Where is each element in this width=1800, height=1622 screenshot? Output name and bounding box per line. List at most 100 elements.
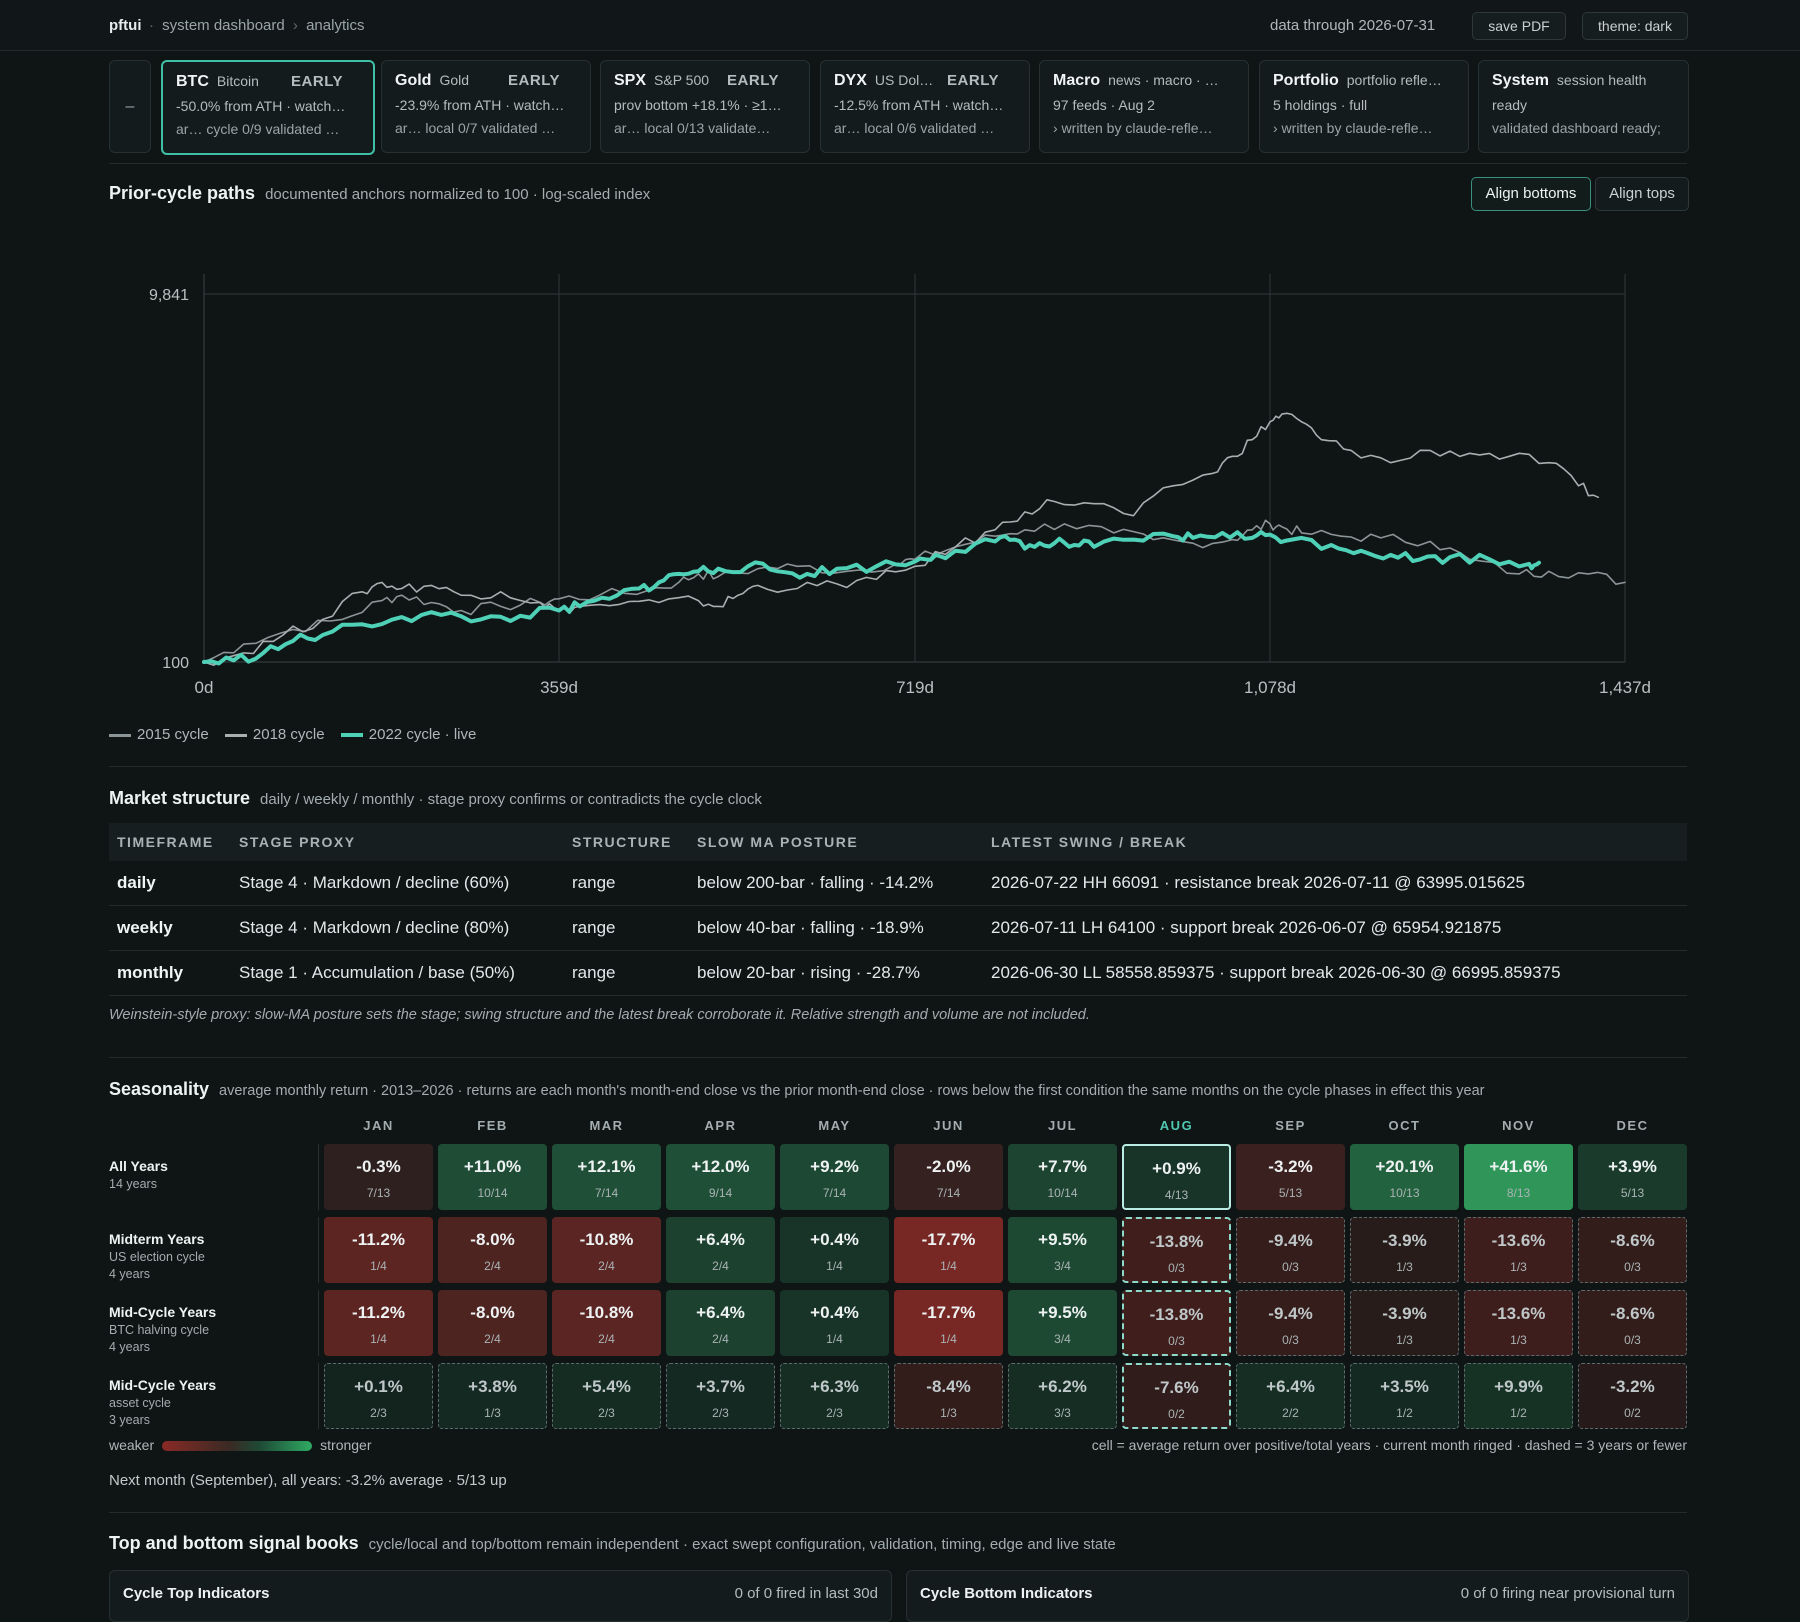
cell-positive-count: 1/3 xyxy=(1396,1260,1413,1274)
cell-positive-count: 3/4 xyxy=(1054,1332,1071,1346)
cell-positive-count: 0/3 xyxy=(1282,1333,1299,1347)
seasonality-cell-sep[interactable]: -9.4% 0/3 xyxy=(1236,1290,1345,1356)
seasonality-cell-may[interactable]: +0.4% 1/4 xyxy=(780,1217,889,1283)
asset-card-spx[interactable]: SPX S&P 500 EARLY prov bottom +18.1% · ≥1… a… xyxy=(600,60,810,153)
seasonality-cell-dec[interactable]: +3.9% 5/13 xyxy=(1578,1144,1687,1210)
align-tops-toggle[interactable]: Align tops xyxy=(1595,177,1689,211)
theme-toggle-button[interactable]: theme: dark xyxy=(1582,12,1688,40)
breadcrumb: · system dashboard › analytics xyxy=(149,17,368,34)
card-code: Gold xyxy=(395,72,432,89)
seasonality-cell-apr[interactable]: +6.4% 2/4 xyxy=(666,1290,775,1356)
asset-card-btc[interactable]: BTC Bitcoin EARLY -50.0% from ATH · watch… a… xyxy=(161,60,375,155)
cell-return: +0.9% xyxy=(1152,1159,1201,1178)
seasonality-cell-jul[interactable]: +9.5% 3/4 xyxy=(1008,1217,1117,1283)
asset-card-macro[interactable]: Macro news · macro · … 97 feeds · Aug 2 › w… xyxy=(1039,60,1249,153)
seasonality-cell-may[interactable]: +9.2% 7/14 xyxy=(780,1144,889,1210)
cell-positive-count: 0/3 xyxy=(1168,1261,1185,1275)
seasonality-cell-nov[interactable]: +41.6% 8/13 xyxy=(1464,1144,1573,1210)
seasonality-cell-may[interactable]: +6.3% 2/3 xyxy=(780,1363,889,1429)
seasonality-cell-oct[interactable]: -3.9% 1/3 xyxy=(1350,1290,1459,1356)
seasonality-cell-aug[interactable]: -13.8% 0/3 xyxy=(1122,1290,1231,1356)
seasonality-cell-feb[interactable]: -8.0% 2/4 xyxy=(438,1290,547,1356)
card-name: news · macro · … xyxy=(1108,72,1219,88)
seasonality-cell-nov[interactable]: -13.6% 1/3 xyxy=(1464,1217,1573,1283)
breadcrumb-section[interactable]: system dashboard xyxy=(162,17,285,34)
seasonality-title: Seasonality xyxy=(109,1079,210,1099)
seasonality-cell-jan[interactable]: -11.2% 1/4 xyxy=(324,1290,433,1356)
seasonality-cell-mar[interactable]: -10.8% 2/4 xyxy=(552,1217,661,1283)
cell-positive-count: 10/14 xyxy=(477,1186,508,1200)
cell-positive-count: 10/14 xyxy=(1047,1186,1078,1200)
brand-name[interactable]: pftui xyxy=(109,17,142,34)
cell-positive-count: 7/14 xyxy=(594,1186,619,1200)
seasonality-cell-dec[interactable]: -8.6% 0/3 xyxy=(1578,1217,1687,1283)
cell-return: +3.8% xyxy=(468,1377,517,1396)
seasonality-cell-sep[interactable]: -3.2% 5/13 xyxy=(1236,1144,1345,1210)
asset-card-gold[interactable]: Gold Gold EARLY -23.9% from ATH · watch… ar…… xyxy=(381,60,591,153)
cell-return: -17.7% xyxy=(921,1303,976,1322)
seasonality-cell-jan[interactable]: -11.2% 1/4 xyxy=(324,1217,433,1283)
seasonality-cell-jun[interactable]: -17.7% 1/4 xyxy=(894,1290,1003,1356)
cell-positive-count: 1/3 xyxy=(1396,1333,1413,1347)
seasonality-cell-aug[interactable]: +0.9% 4/13 xyxy=(1122,1144,1231,1210)
seasonality-scale: weaker stronger xyxy=(109,1437,372,1453)
card-line-3: › written by claude-refle… xyxy=(1273,120,1433,136)
card-line-2: 97 feeds · Aug 2 xyxy=(1053,97,1155,113)
seasonality-cell-mar[interactable]: -10.8% 2/4 xyxy=(552,1290,661,1356)
cell-return: +3.9% xyxy=(1608,1157,1657,1176)
seasonality-cell-aug[interactable]: -7.6% 0/2 xyxy=(1122,1363,1231,1429)
seasonality-cell-oct[interactable]: -3.9% 1/3 xyxy=(1350,1217,1459,1283)
cell-positive-count: 0/3 xyxy=(1624,1333,1641,1347)
collapse-cards-button[interactable]: – xyxy=(109,60,151,153)
cell-return: -9.4% xyxy=(1268,1304,1313,1323)
seasonality-cell-may[interactable]: +0.4% 1/4 xyxy=(780,1290,889,1356)
card-line-3: ar… local 0/7 validated … xyxy=(395,120,556,136)
cell-return: -11.2% xyxy=(352,1303,405,1322)
card-code: Portfolio xyxy=(1273,72,1339,89)
cell-positive-count: 9/14 xyxy=(708,1186,733,1200)
seasonality-cell-nov[interactable]: -13.6% 1/3 xyxy=(1464,1290,1573,1356)
seasonality-cell-jul[interactable]: +6.2% 3/3 xyxy=(1008,1363,1117,1429)
seasonality-cell-feb[interactable]: -8.0% 2/4 xyxy=(438,1217,547,1283)
save-pdf-button[interactable]: save PDF xyxy=(1472,12,1566,40)
seasonality-cell-oct[interactable]: +3.5% 1/2 xyxy=(1350,1363,1459,1429)
seasonality-cell-jul[interactable]: +7.7% 10/14 xyxy=(1008,1144,1117,1210)
ma-posture-cell: below 200-bar · falling · -14.2% xyxy=(689,861,983,906)
asset-card-system[interactable]: System session health ready validated dashb… xyxy=(1478,60,1689,153)
seasonality-cell-jan[interactable]: -0.3% 7/13 xyxy=(324,1144,433,1210)
month-header-dec: DEC xyxy=(1616,1118,1649,1133)
seasonality-cell-dec[interactable]: -8.6% 0/3 xyxy=(1578,1290,1687,1356)
seasonality-cell-apr[interactable]: +12.0% 9/14 xyxy=(666,1144,775,1210)
cell-positive-count: 1/4 xyxy=(370,1259,387,1273)
seasonality-cell-mar[interactable]: +12.1% 7/14 xyxy=(552,1144,661,1210)
cell-positive-count: 10/13 xyxy=(1389,1186,1420,1200)
cycle-bottom-indicators-panel[interactable]: Cycle Bottom Indicators 0 of 0 firing ne… xyxy=(906,1570,1689,1622)
align-bottoms-toggle[interactable]: Align bottoms xyxy=(1471,177,1591,211)
seasonality-cell-sep[interactable]: -9.4% 0/3 xyxy=(1236,1217,1345,1283)
seasonality-cell-aug[interactable]: -13.8% 0/3 xyxy=(1122,1217,1231,1283)
seasonality-cell-sep[interactable]: +6.4% 2/2 xyxy=(1236,1363,1345,1429)
row-subtitle: BTC halving cycle xyxy=(109,1323,210,1337)
cell-positive-count: 0/3 xyxy=(1168,1334,1185,1348)
prior-cycle-subtitle: documented anchors normalized to 100 · l… xyxy=(265,186,651,203)
cycle-top-indicators-panel[interactable]: Cycle Top Indicators 0 of 0 fired in las… xyxy=(109,1570,892,1622)
col-structure: STRUCTURE xyxy=(564,823,689,861)
seasonality-cell-oct[interactable]: +20.1% 10/13 xyxy=(1350,1144,1459,1210)
seasonality-cell-dec[interactable]: -3.2% 0/2 xyxy=(1578,1363,1687,1429)
card-line-2: -50.0% from ATH · watch… xyxy=(176,98,346,114)
cell-positive-count: 1/3 xyxy=(940,1406,957,1420)
seasonality-cell-nov[interactable]: +9.9% 1/2 xyxy=(1464,1363,1573,1429)
seasonality-cell-mar[interactable]: +5.4% 2/3 xyxy=(552,1363,661,1429)
asset-card-dyx[interactable]: DYX US Dol… EARLY -12.5% from ATH · watch… a… xyxy=(820,60,1030,153)
seasonality-cell-jul[interactable]: +9.5% 3/4 xyxy=(1008,1290,1117,1356)
seasonality-cell-feb[interactable]: +3.8% 1/3 xyxy=(438,1363,547,1429)
seasonality-cell-jun[interactable]: -2.0% 7/14 xyxy=(894,1144,1003,1210)
seasonality-cell-apr[interactable]: +6.4% 2/4 xyxy=(666,1217,775,1283)
seasonality-cell-jun[interactable]: -17.7% 1/4 xyxy=(894,1217,1003,1283)
seasonality-cell-jan[interactable]: +0.1% 2/3 xyxy=(324,1363,433,1429)
seasonality-cell-jun[interactable]: -8.4% 1/3 xyxy=(894,1363,1003,1429)
asset-card-portfolio[interactable]: Portfolio portfolio refle… 5 holdings · fu… xyxy=(1259,60,1469,153)
card-line-3: ar… cycle 0/9 validated … xyxy=(176,121,340,137)
seasonality-cell-apr[interactable]: +3.7% 2/3 xyxy=(666,1363,775,1429)
seasonality-cell-feb[interactable]: +11.0% 10/14 xyxy=(438,1144,547,1210)
